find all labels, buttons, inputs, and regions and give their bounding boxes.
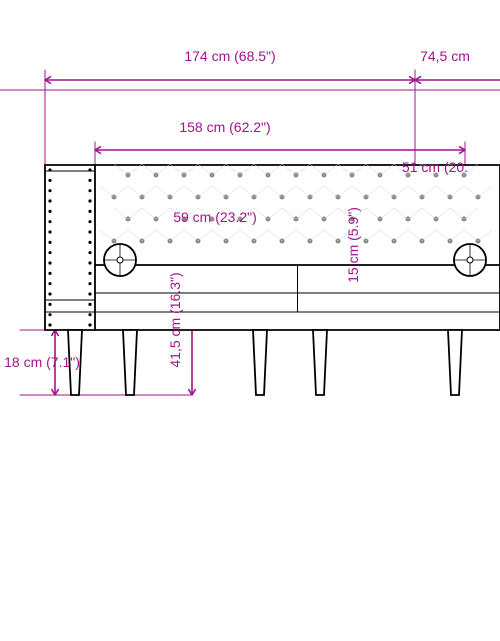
diagram-canvas xyxy=(0,0,500,641)
dim-label-seat_depth: 59 cm (23.2") xyxy=(173,209,257,225)
dim-label-back_depth: 51 cm (20. xyxy=(402,159,468,175)
dim-label-cushion_h: 15 cm (5.9") xyxy=(345,207,361,283)
dim-label-top_right: 74,5 cm xyxy=(420,48,470,64)
dim-label-leg_h: 18 cm (7.1") xyxy=(4,354,80,370)
sofa-outline xyxy=(45,164,500,395)
dim-label-top_overall: 174 cm (68.5") xyxy=(184,48,275,64)
dim-label-inner_width: 158 cm (62.2") xyxy=(179,119,270,135)
dim-label-seat_h: 41,5 cm (16.3") xyxy=(167,272,183,367)
